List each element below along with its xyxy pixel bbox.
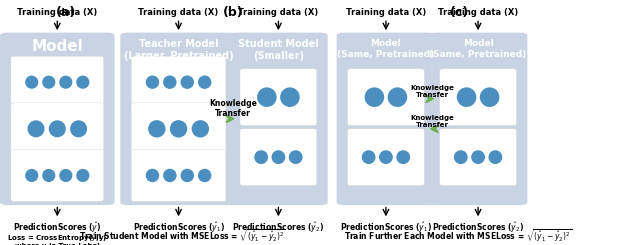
Ellipse shape (25, 169, 38, 182)
Ellipse shape (28, 120, 45, 137)
Ellipse shape (146, 169, 159, 182)
Ellipse shape (488, 150, 502, 164)
Ellipse shape (454, 150, 468, 164)
Text: Training data (X): Training data (X) (17, 8, 97, 17)
Text: (b): (b) (223, 6, 244, 19)
FancyBboxPatch shape (348, 69, 424, 126)
Ellipse shape (480, 87, 499, 107)
Text: Model
(Same, Pretrained): Model (Same, Pretrained) (337, 39, 435, 59)
FancyBboxPatch shape (120, 33, 237, 205)
Ellipse shape (163, 169, 177, 182)
Ellipse shape (471, 150, 485, 164)
FancyBboxPatch shape (240, 69, 317, 126)
Text: (a): (a) (56, 6, 76, 19)
Text: Teacher Model
(Larger, Pretrained): Teacher Model (Larger, Pretrained) (124, 39, 234, 61)
Ellipse shape (257, 87, 276, 107)
Text: PredictionScores ($\hat{y}$): PredictionScores ($\hat{y}$) (13, 220, 101, 235)
Text: Train Further Each Model with MSELoss = $\sqrt{(\hat{y}_1 - \hat{y}_2)^2}$: Train Further Each Model with MSELoss = … (344, 228, 572, 245)
Ellipse shape (180, 75, 194, 89)
Ellipse shape (254, 150, 268, 164)
Text: Training data (X): Training data (X) (138, 8, 219, 17)
FancyBboxPatch shape (440, 129, 516, 185)
Ellipse shape (191, 120, 209, 137)
Ellipse shape (289, 150, 303, 164)
FancyBboxPatch shape (11, 149, 104, 201)
Ellipse shape (42, 169, 55, 182)
Text: (c): (c) (450, 6, 469, 19)
Ellipse shape (198, 75, 211, 89)
Text: Training data (X): Training data (X) (346, 8, 426, 17)
Ellipse shape (280, 87, 300, 107)
Ellipse shape (365, 87, 384, 107)
Text: Model
(Same, Pretrained): Model (Same, Pretrained) (429, 39, 527, 59)
Ellipse shape (396, 150, 410, 164)
FancyBboxPatch shape (131, 103, 226, 155)
Text: Train Student Model with MSELoss = $\sqrt{(\hat{y}_1 - \hat{y}_2)^2}$: Train Student Model with MSELoss = $\sqr… (79, 228, 286, 245)
Text: Knowledge
Transfer: Knowledge Transfer (209, 99, 257, 118)
Ellipse shape (388, 87, 407, 107)
FancyBboxPatch shape (337, 33, 435, 205)
Ellipse shape (60, 76, 72, 89)
Ellipse shape (49, 120, 66, 137)
Ellipse shape (271, 150, 285, 164)
Text: PredictionScores ($\hat{y}_2$): PredictionScores ($\hat{y}_2$) (432, 220, 524, 235)
Ellipse shape (76, 169, 90, 182)
FancyBboxPatch shape (0, 33, 115, 205)
Text: Training data (X): Training data (X) (438, 8, 518, 17)
Text: PredictionScores ($\hat{y}_1$): PredictionScores ($\hat{y}_1$) (132, 220, 225, 235)
Ellipse shape (148, 120, 166, 137)
FancyBboxPatch shape (429, 33, 527, 205)
Ellipse shape (170, 120, 188, 137)
Ellipse shape (146, 75, 159, 89)
Text: Knowledge
Transfer: Knowledge Transfer (410, 115, 454, 128)
FancyBboxPatch shape (229, 33, 328, 205)
Text: Student Model
(Smaller): Student Model (Smaller) (238, 39, 319, 61)
Text: Loss = CrossEntropy($\hat{y}$,y): Loss = CrossEntropy($\hat{y}$,y) (7, 233, 108, 244)
FancyBboxPatch shape (131, 56, 226, 108)
Ellipse shape (362, 150, 376, 164)
Text: Knowledge
Transfer: Knowledge Transfer (410, 85, 454, 98)
FancyBboxPatch shape (131, 149, 226, 201)
Ellipse shape (379, 150, 393, 164)
FancyBboxPatch shape (11, 56, 104, 108)
Text: PredictionScores ($\hat{y}_2$): PredictionScores ($\hat{y}_2$) (232, 220, 324, 235)
Ellipse shape (180, 169, 194, 182)
Ellipse shape (163, 75, 177, 89)
FancyBboxPatch shape (348, 129, 424, 185)
FancyBboxPatch shape (440, 69, 516, 126)
Ellipse shape (457, 87, 476, 107)
Ellipse shape (198, 169, 211, 182)
Text: Training data (X): Training data (X) (238, 8, 319, 17)
Text: PredictionScores ($\hat{y}_1$): PredictionScores ($\hat{y}_1$) (340, 220, 432, 235)
Ellipse shape (25, 76, 38, 89)
Ellipse shape (42, 76, 55, 89)
Ellipse shape (60, 169, 72, 182)
FancyBboxPatch shape (11, 103, 104, 155)
FancyBboxPatch shape (240, 129, 317, 185)
Text: where y is True Label: where y is True Label (15, 243, 100, 245)
Ellipse shape (76, 76, 90, 89)
Text: Model: Model (31, 39, 83, 54)
Ellipse shape (70, 120, 87, 137)
